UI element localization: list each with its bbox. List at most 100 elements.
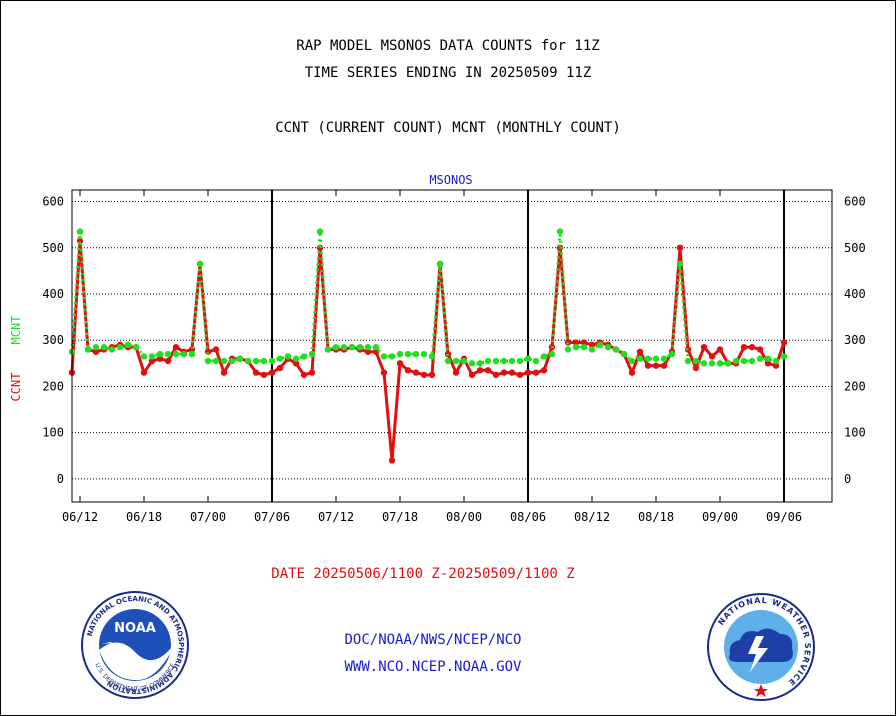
point-mcnt bbox=[140, 353, 148, 360]
point-ccnt bbox=[300, 371, 308, 379]
point-mcnt bbox=[388, 353, 396, 360]
point-mcnt bbox=[356, 343, 364, 351]
noaa-wordmark: NOAA bbox=[114, 621, 156, 636]
y-tick-label-right: 0 bbox=[844, 472, 851, 486]
point-mcnt bbox=[180, 350, 188, 358]
x-tick-label: 07/12 bbox=[318, 510, 354, 524]
point-mcnt bbox=[164, 350, 172, 358]
point-ccnt bbox=[716, 346, 724, 353]
point-ccnt bbox=[292, 360, 300, 367]
point-mcnt bbox=[676, 260, 684, 268]
x-tick-label: 07/18 bbox=[382, 510, 418, 524]
point-mcnt bbox=[364, 343, 372, 351]
point-mcnt bbox=[436, 260, 444, 268]
point-mcnt bbox=[276, 355, 284, 362]
point-mcnt bbox=[540, 353, 548, 360]
point-ccnt bbox=[396, 360, 404, 367]
y-tick-label-right: 100 bbox=[844, 426, 866, 440]
point-mcnt bbox=[204, 357, 212, 365]
point-mcnt bbox=[692, 357, 700, 365]
point-mcnt bbox=[524, 355, 532, 362]
point-ccnt bbox=[156, 355, 164, 362]
point-mcnt bbox=[452, 357, 460, 365]
x-tick-label: 08/12 bbox=[574, 510, 610, 524]
point-mcnt bbox=[724, 360, 732, 367]
point-ccnt bbox=[372, 348, 380, 355]
point-mcnt bbox=[252, 357, 260, 365]
point-mcnt bbox=[620, 350, 628, 358]
point-mcnt bbox=[604, 343, 612, 351]
point-mcnt bbox=[628, 357, 636, 365]
point-ccnt bbox=[772, 362, 780, 369]
point-ccnt bbox=[220, 369, 228, 376]
point-mcnt bbox=[596, 341, 604, 349]
point-mcnt bbox=[508, 357, 516, 365]
point-ccnt bbox=[708, 353, 716, 360]
point-mcnt bbox=[756, 355, 764, 362]
point-ccnt bbox=[572, 339, 580, 346]
nws-logo: NATIONAL WEATHER SERVICE bbox=[707, 593, 815, 701]
point-mcnt bbox=[332, 343, 340, 351]
point-ccnt bbox=[692, 364, 700, 372]
x-tick-label: 06/12 bbox=[62, 510, 98, 524]
point-ccnt bbox=[404, 367, 412, 374]
point-mcnt bbox=[764, 355, 772, 362]
chart-title-line1: RAP MODEL MSONOS DATA COUNTS for 11Z bbox=[296, 38, 600, 54]
point-mcnt bbox=[732, 357, 740, 365]
point-mcnt bbox=[556, 228, 564, 235]
x-tick-label: 06/18 bbox=[126, 510, 162, 524]
point-ccnt bbox=[660, 362, 668, 369]
point-mcnt bbox=[492, 357, 500, 365]
point-ccnt bbox=[628, 369, 636, 376]
point-mcnt bbox=[652, 355, 660, 362]
point-mcnt bbox=[772, 357, 780, 365]
point-mcnt bbox=[116, 343, 124, 351]
y-tick-label-right: 200 bbox=[844, 379, 866, 393]
point-ccnt bbox=[428, 371, 436, 379]
y-tick-label-left: 500 bbox=[42, 241, 64, 255]
point-mcnt bbox=[260, 357, 268, 365]
point-mcnt bbox=[316, 228, 324, 235]
point-mcnt bbox=[516, 357, 524, 365]
point-ccnt bbox=[364, 348, 372, 355]
point-mcnt bbox=[484, 357, 492, 365]
point-mcnt bbox=[236, 355, 244, 362]
date-range-label: DATE 20250506/1100 Z-20250509/1100 Z bbox=[271, 566, 575, 582]
point-mcnt bbox=[308, 350, 316, 358]
x-tick-label: 08/06 bbox=[510, 510, 546, 524]
chart-subtitle: CCNT (CURRENT COUNT) MCNT (MONTHLY COUNT… bbox=[275, 120, 621, 136]
credit-line-url: WWW.NCO.NCEP.NOAA.GOV bbox=[344, 659, 522, 675]
point-mcnt bbox=[468, 360, 476, 367]
point-mcnt bbox=[100, 343, 108, 351]
point-ccnt bbox=[676, 244, 684, 251]
point-mcnt bbox=[188, 350, 196, 358]
x-tick-label: 09/00 bbox=[702, 510, 738, 524]
point-mcnt bbox=[644, 355, 652, 362]
point-ccnt bbox=[740, 343, 748, 351]
y-tick-label-left: 300 bbox=[42, 333, 64, 347]
point-ccnt bbox=[636, 348, 644, 355]
point-mcnt bbox=[172, 350, 180, 358]
point-ccnt bbox=[508, 369, 516, 376]
point-mcnt bbox=[548, 350, 556, 358]
plot-title: MSONOS bbox=[429, 173, 472, 187]
point-ccnt bbox=[452, 369, 460, 376]
point-ccnt bbox=[380, 369, 388, 376]
grid-layer bbox=[72, 190, 832, 502]
point-ccnt bbox=[92, 348, 100, 355]
point-mcnt bbox=[532, 357, 540, 365]
point-mcnt bbox=[740, 357, 748, 365]
point-mcnt bbox=[372, 343, 380, 351]
point-mcnt bbox=[572, 343, 580, 351]
point-ccnt bbox=[268, 369, 276, 376]
point-mcnt bbox=[348, 343, 356, 351]
point-mcnt bbox=[404, 350, 412, 358]
point-mcnt bbox=[108, 346, 116, 353]
point-ccnt bbox=[276, 364, 284, 372]
y-label-ccnt: CCNT bbox=[9, 373, 23, 402]
point-ccnt bbox=[484, 367, 492, 374]
point-ccnt bbox=[532, 369, 540, 376]
point-mcnt bbox=[148, 353, 156, 360]
point-ccnt bbox=[468, 371, 476, 379]
